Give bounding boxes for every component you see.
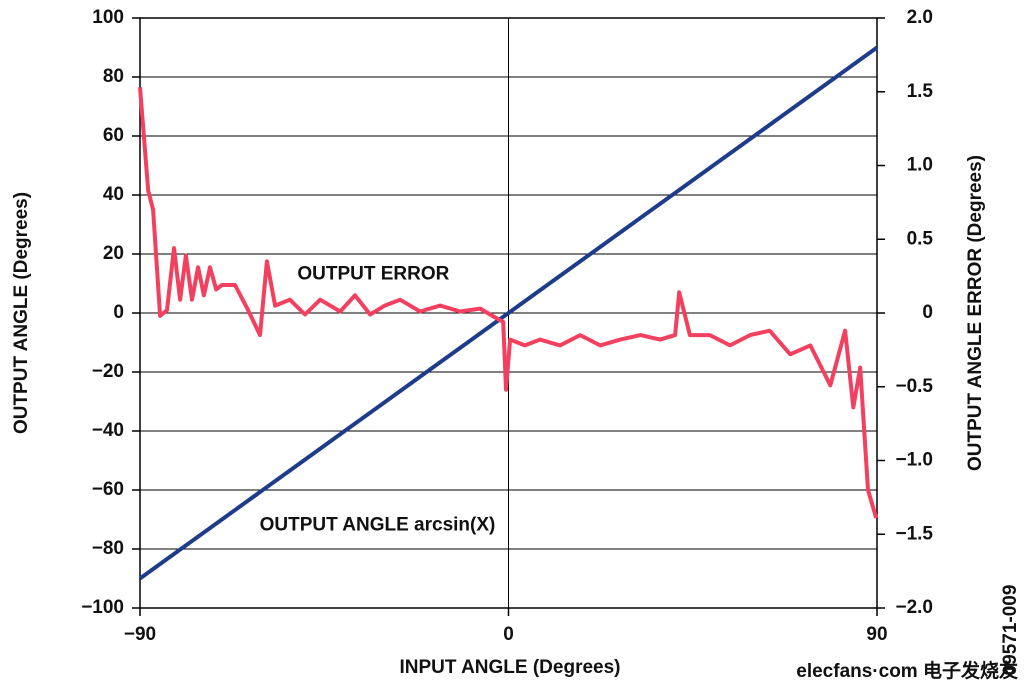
y2-tick-label: −2.0 xyxy=(895,597,933,618)
x-axis-label: INPUT ANGLE (Degrees) xyxy=(400,657,621,678)
y2-tick-label: 0 xyxy=(922,302,933,323)
y-tick-label: −60 xyxy=(92,479,124,500)
y-tick-label: 60 xyxy=(103,125,124,146)
watermark: elecfans·com 电子发烧友 xyxy=(796,659,1018,682)
series-line xyxy=(138,45,879,581)
y2-tick-label: 1.5 xyxy=(907,81,934,102)
annotation: OUTPUT ERROR xyxy=(297,264,449,285)
figure-id: 09571-009 xyxy=(1000,585,1021,676)
y-tick-label: 100 xyxy=(92,7,124,28)
y2-tick-label: −0.5 xyxy=(895,376,933,397)
y-tick-label: 40 xyxy=(103,184,124,205)
y2-axis-label: OUTPUT ANGLE ERROR (Degrees) xyxy=(965,155,986,471)
y-tick-label: −100 xyxy=(81,597,124,618)
x-tick-label: −90 xyxy=(124,624,156,645)
y-tick-label: 80 xyxy=(103,66,124,87)
series-line xyxy=(138,87,879,519)
x-tick-label: 90 xyxy=(866,624,887,645)
y-tick-label: 0 xyxy=(113,302,124,323)
y2-tick-label: −1.0 xyxy=(895,450,933,471)
y-axis-label: OUTPUT ANGLE (Degrees) xyxy=(11,192,32,434)
y2-tick-label: −1.5 xyxy=(895,523,933,544)
y-tick-label: 20 xyxy=(103,243,124,264)
y-tick-label: −80 xyxy=(92,538,124,559)
y2-tick-label: 0.5 xyxy=(907,228,934,249)
y-tick-label: −40 xyxy=(92,420,124,441)
plot-frame xyxy=(139,17,878,609)
y2-tick-label: 2.0 xyxy=(907,7,933,28)
annotation: OUTPUT ANGLE arcsin(X) xyxy=(260,514,496,535)
x-tick-label: 0 xyxy=(503,624,514,645)
y2-tick-label: 1.0 xyxy=(907,155,933,176)
y-tick-label: −20 xyxy=(92,361,124,382)
